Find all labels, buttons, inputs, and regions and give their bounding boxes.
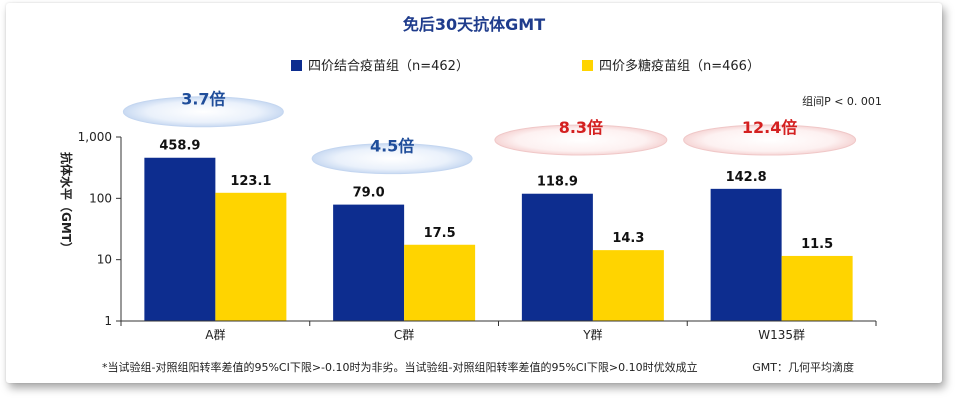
fold-change-glow [311, 143, 473, 175]
y-tick-label: 1,000 [78, 130, 112, 144]
data-label: 123.1 [230, 174, 271, 189]
bar-polysaccharide [215, 192, 287, 321]
data-label: 17.5 [424, 226, 456, 241]
x-tick-label: W135群 [758, 328, 805, 342]
y-axis-label: 抗体水平（GMT） [59, 152, 74, 254]
bar-conjugate [710, 188, 782, 321]
fold-change-glow [494, 124, 668, 156]
legend-label-2: 四价多糖疫苗组（n=466） [599, 58, 760, 74]
legend: 四价结合疫苗组（n=462） 四价多糖疫苗组（n=466） [291, 58, 760, 74]
x-axis: A群 C群 Y群 W135群 [120, 320, 877, 342]
data-label: 11.5 [801, 237, 833, 252]
y-tick-label: 1 [104, 314, 112, 328]
fold-change-glow [683, 124, 857, 156]
x-tick-label: Y群 [582, 328, 602, 342]
legend-swatch-2 [582, 60, 593, 71]
fold-change-glows: 3.7倍 4.5倍 8.3倍 12.4倍 [122, 90, 857, 175]
fold-change-label: 8.3倍 [559, 118, 603, 137]
data-label: 142.8 [726, 170, 767, 185]
data-label: 118.9 [537, 175, 578, 190]
abbreviation-note: GMT：几何平均滴度 [752, 360, 854, 374]
p-value-label: 组间P < 0. 001 [802, 94, 882, 108]
bar-conjugate [521, 193, 593, 321]
footnote: *当试验组-对照组阳转率差值的95%CI下限>-0.10时为非劣。当试验组-对照… [102, 360, 698, 374]
bars: 458.9 123.1 79.0 17.5 118.9 14.3 142.8 11.5 [144, 139, 853, 321]
legend-label-1: 四价结合疫苗组（n=462） [308, 58, 469, 74]
y-tick-label: 100 [89, 191, 112, 205]
x-tick-label: C群 [394, 328, 414, 342]
legend-swatch-1 [291, 60, 302, 71]
fold-change-label: 12.4倍 [742, 118, 797, 137]
x-tick-label: A群 [205, 328, 225, 342]
fold-change-glow [122, 96, 284, 128]
y-axis: 1 10 100 1,000 [78, 130, 122, 328]
bar-conjugate [333, 204, 405, 321]
chart-svg: 免后30天抗体GMT 四价结合疫苗组（n=462） 四价多糖疫苗组（n=466） … [59, 15, 882, 374]
bar-polysaccharide [592, 250, 664, 321]
chart-title: 免后30天抗体GMT [403, 15, 545, 34]
data-label: 79.0 [353, 186, 385, 201]
data-label: 458.9 [159, 139, 200, 154]
bar-polysaccharide [404, 244, 476, 321]
chart-card: 免后30天抗体GMT 四价结合疫苗组（n=462） 四价多糖疫苗组（n=466） … [6, 3, 942, 383]
y-tick-label: 10 [97, 253, 112, 267]
fold-change-label: 4.5倍 [370, 137, 414, 156]
data-label: 14.3 [612, 231, 644, 246]
bar-polysaccharide [781, 255, 853, 321]
fold-change-label: 3.7倍 [181, 90, 225, 109]
bar-conjugate [144, 157, 216, 321]
